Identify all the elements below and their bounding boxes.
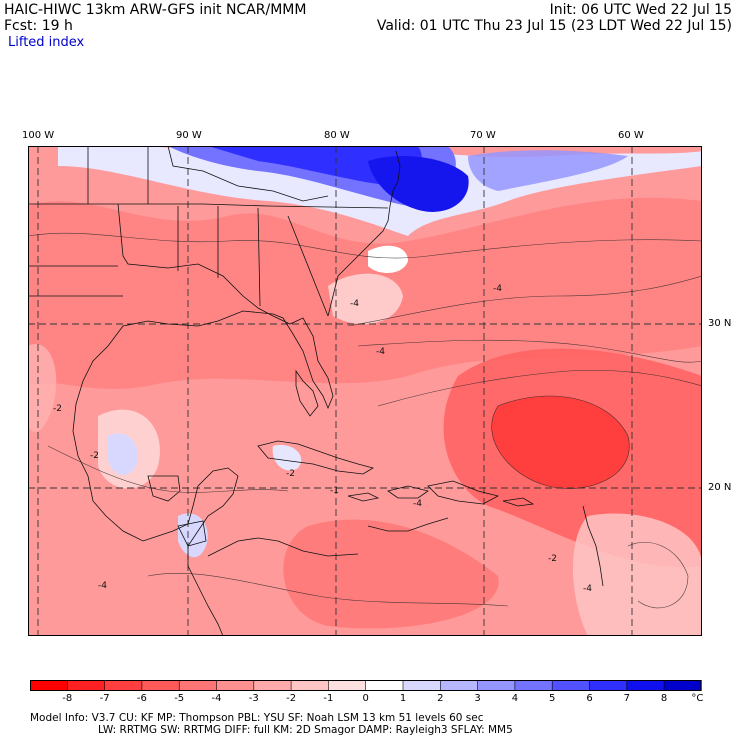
contour-label: -1 (330, 486, 339, 496)
colorbar-swatch (216, 680, 255, 691)
colorbar-tick-label: -3 (249, 693, 259, 702)
colorbar-tick-label: -7 (100, 693, 110, 702)
colorbar-swatch (365, 680, 404, 691)
colorbar-tick-label: -2 (286, 693, 296, 702)
colorbar-swatch (477, 680, 516, 691)
colorbar-tick-label: 0 (363, 693, 369, 702)
lon-label-80w: 80 W (324, 130, 350, 141)
colorbar-tick-label: -8 (62, 693, 72, 702)
colorbar-tick-label: 6 (586, 693, 592, 702)
lon-label-60w: 60 W (618, 130, 644, 141)
colorbar-swatch (179, 680, 217, 691)
colorbar-swatches (30, 680, 702, 691)
colorbar-swatch (552, 680, 590, 691)
contour-label: -4 (413, 499, 422, 509)
colorbar-swatch (104, 680, 143, 691)
colorbar-swatch (403, 680, 441, 691)
lifted-index-map: -4 -4 -4 -2 -2 -2 -1 -4 -4 -4 -2 (28, 146, 702, 636)
header-run-title: HAIC-HIWC 13km ARW-GFS init NCAR/MMM (4, 2, 307, 18)
model-info-line2: LW: RRTMG SW: RRTMG DIFF: full KM: 2D Sm… (98, 724, 513, 736)
colorbar-swatch (440, 680, 478, 691)
model-info-line1: Model Info: V3.7 CU: KF MP: Thompson PBL… (30, 712, 484, 724)
colorbar-swatch (67, 680, 105, 691)
colorbar-tick-label: 4 (512, 693, 518, 702)
lon-label-90w: 90 W (176, 130, 202, 141)
colorbar-tick-label: -5 (174, 693, 184, 702)
colorbar-swatch (30, 680, 68, 691)
colorbar-tick-label: 7 (624, 693, 630, 702)
colorbar-swatch (253, 680, 292, 691)
colorbar-tick-label: -4 (212, 693, 222, 702)
colorbar-tick-label: 1 (400, 693, 406, 702)
dashed-graticule (28, 146, 702, 636)
contour-label: -2 (286, 469, 295, 479)
colorbar-unit: °C (691, 693, 703, 702)
colorbar-swatch (141, 680, 180, 691)
field-title: Lifted index (8, 35, 85, 50)
colorbar-swatch (328, 680, 366, 691)
colorbar-swatch (589, 680, 628, 691)
contour-label: -2 (53, 404, 62, 414)
contour-label: -4 (493, 284, 502, 294)
contour-label: -4 (350, 299, 359, 309)
colorbar-tick-label: 5 (549, 693, 555, 702)
lat-label-20n: 20 N (708, 482, 732, 493)
colorbar-tick-label: -1 (323, 693, 333, 702)
header-init-time: Init: 06 UTC Wed 22 Jul 15 (549, 2, 732, 18)
colorbar-tick-label: 8 (661, 693, 667, 702)
contour-label: -2 (90, 451, 99, 461)
contour-label: -4 (98, 581, 107, 591)
colorbar-swatch (291, 680, 329, 691)
map-frame (28, 146, 702, 636)
colorbar-ticks: -8 -7 -6 -5 -4 -3 -2 -1 0 1 2 3 4 5 6 7 8 °C (62, 680, 703, 702)
colorbar-tick-label: 2 (437, 693, 443, 702)
contour-label: -2 (548, 554, 557, 564)
contour-label: -4 (583, 584, 592, 594)
colorbar-swatch (514, 680, 553, 691)
colorbar-swatch (664, 680, 702, 691)
contour-lines (28, 232, 702, 609)
lat-label-30n: 30 N (708, 318, 732, 329)
colorbar-tick-label: -6 (137, 693, 147, 702)
header-forecast-hour: Fcst: 19 h (4, 18, 73, 34)
map-contour-labels: -4 -4 -4 -2 -2 -2 -1 -4 -4 -4 -2 (53, 284, 592, 594)
coastlines-and-borders (28, 146, 604, 636)
colorbar: -8 -7 -6 -5 -4 -3 -2 -1 0 1 2 3 4 5 6 7 8 °C (30, 680, 703, 702)
colorbar-tick-label: 3 (474, 693, 480, 702)
lon-label-70w: 70 W (470, 130, 496, 141)
colorbar-swatch (626, 680, 665, 691)
lon-label-100w: 100 W (22, 130, 55, 141)
contour-label: -4 (376, 347, 385, 357)
header-valid-time: Valid: 01 UTC Thu 23 Jul 15 (23 LDT Wed … (376, 18, 732, 34)
